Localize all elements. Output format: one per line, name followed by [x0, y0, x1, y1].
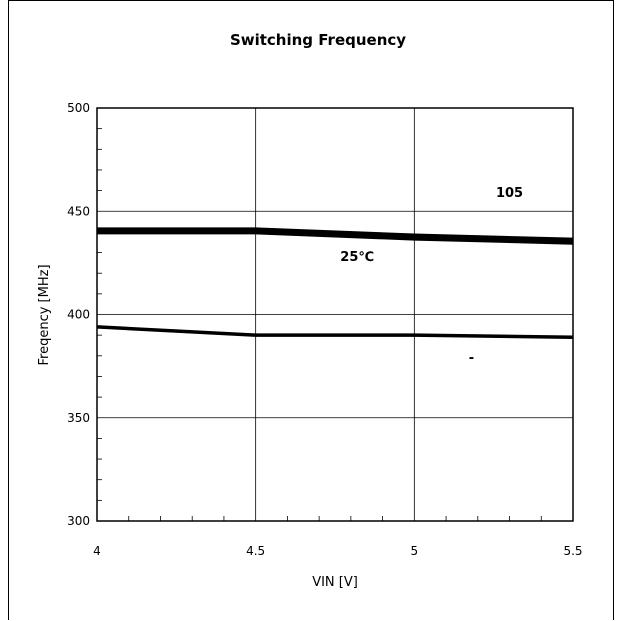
y-tick-label-3: 450 — [67, 204, 90, 218]
chart-title: Switching Frequency — [230, 31, 406, 49]
grid-lines — [97, 108, 573, 521]
chart-frame — [8, 0, 614, 620]
series-labels: 105 25℃ - — [340, 186, 523, 366]
y-axis-label: Freqency [MHz] — [37, 264, 52, 365]
x-tick-label-1: 4.5 — [246, 544, 265, 558]
x-tick-label-2: 5 — [411, 544, 419, 558]
y-tick-label-4: 500 — [67, 101, 90, 115]
y-tick-label-0: 300 — [67, 514, 90, 528]
series-line-2 — [96, 325, 574, 339]
series-label-2: - — [469, 351, 474, 366]
x-tick-labels: 4 4.5 5 5.5 — [93, 544, 582, 558]
series-label-1: 25℃ — [340, 250, 374, 265]
series-label-0: 105 — [496, 186, 523, 201]
y-tick-label-2: 400 — [67, 308, 90, 322]
series-lines — [96, 227, 574, 339]
y-tick-labels: 300 350 400 450 500 — [67, 101, 90, 528]
minor-ticks — [97, 128, 542, 521]
y-tick-label-1: 350 — [67, 411, 90, 425]
x-axis-label: VIN [V] — [312, 575, 358, 590]
x-tick-label-3: 5.5 — [563, 544, 582, 558]
x-tick-label-0: 4 — [93, 544, 101, 558]
series-line-1 — [97, 229, 574, 245]
